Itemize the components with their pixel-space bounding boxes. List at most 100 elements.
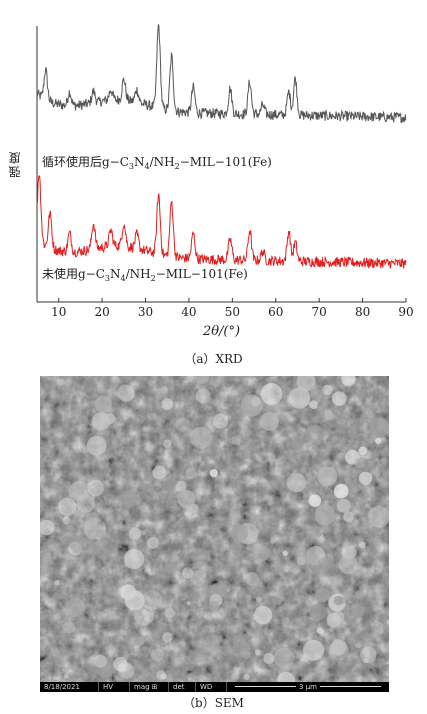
sem-particle: [58, 497, 77, 516]
sem-particle: [314, 504, 336, 526]
sem-particle: [128, 527, 142, 540]
sem-particle: [253, 605, 273, 625]
sem-particle: [343, 511, 354, 523]
sem-particle: [208, 600, 219, 611]
y-axis-label: 强度: [8, 150, 22, 178]
sem-particle: [333, 483, 349, 499]
sem-particle: [358, 541, 366, 549]
sem-particle: [95, 656, 116, 677]
sem-particle: [182, 567, 194, 579]
sem-particle: [350, 605, 364, 618]
x-tick-label: 90: [398, 305, 413, 319]
sem-particle: [146, 537, 159, 549]
sem-info-bar: 8/18/2021 HV mag ⊞ det WD 3 μm: [40, 682, 389, 692]
sem-particle: [195, 388, 211, 404]
x-tick-label: 50: [225, 305, 240, 319]
sem-particle: [177, 489, 196, 509]
x-tick-label: 70: [312, 305, 327, 319]
x-axis-label: 2θ/(°): [202, 324, 240, 339]
sem-particle: [86, 435, 107, 456]
sem-particle: [143, 471, 154, 482]
sem-micrograph: [40, 376, 389, 682]
sem-particle: [260, 412, 279, 431]
sem-particle: [202, 585, 224, 607]
sem-particle: [123, 548, 145, 570]
sem-particle: [324, 411, 334, 421]
sem-particle: [120, 489, 138, 508]
sem-particle: [161, 478, 176, 493]
sem-particle: [286, 473, 306, 493]
sem-particle: [282, 550, 288, 557]
sem-particle: [54, 656, 67, 668]
sem-particle: [256, 596, 262, 603]
sem-particle: [354, 642, 362, 649]
x-tick-label: 60: [268, 305, 283, 319]
sem-particle: [117, 384, 135, 402]
sem-particle: [381, 457, 387, 463]
sem-particle: [330, 576, 339, 586]
sem-particle: [305, 425, 325, 444]
sem-particle: [202, 520, 210, 527]
sem-particle: [260, 383, 283, 405]
sem-particle: [148, 666, 165, 682]
sem-particle: [62, 420, 70, 428]
sem-particle: [277, 671, 295, 682]
sem-particle: [214, 582, 228, 596]
sem-particle: [62, 516, 71, 525]
x-tick-label: 40: [181, 305, 196, 319]
sem-particle: [125, 632, 140, 648]
sem-particle: [329, 626, 335, 632]
x-tick-label: 30: [138, 305, 153, 319]
sem-particle: [232, 674, 239, 681]
x-tick-label: 80: [355, 305, 370, 319]
sem-particle: [69, 535, 87, 553]
sem-particle: [149, 651, 169, 671]
sem-hv-label: HV: [99, 682, 130, 692]
sem-particle: [358, 471, 373, 485]
sem-particle: [341, 376, 356, 387]
sem-particle: [93, 539, 114, 560]
sem-wd-label: WD: [196, 682, 227, 692]
x-tick-label: 10: [51, 305, 66, 319]
sem-particle: [152, 465, 167, 480]
series-label-1: 循环使用后g−C3N4/NH2−MIL−101(Fe): [42, 154, 272, 171]
sem-det-label: det: [169, 682, 196, 692]
sem-particle: [231, 435, 242, 446]
sem-particle: [309, 384, 325, 400]
sem-particle: [384, 642, 389, 650]
sem-particle: [375, 438, 382, 444]
sem-particle: [358, 446, 368, 456]
sem-particle: [289, 435, 304, 449]
sem-particle: [243, 673, 250, 680]
xrd-figure: 10 20 30 40 50 60 70 80 90 2θ/(°) 循环使用后g−C3N4/NH2…: [8, 24, 414, 366]
sem-particle: [203, 634, 224, 655]
sem-particle: [63, 673, 69, 679]
sem-particle: [189, 642, 210, 663]
sem-particle: [309, 400, 318, 409]
sem-particle: [332, 391, 347, 406]
sem-particle: [67, 524, 73, 531]
sem-particle: [283, 626, 289, 632]
sem-particle: [190, 426, 213, 449]
sem-particle: [232, 634, 251, 652]
sem-particle: [151, 648, 164, 662]
sem-particle: [91, 412, 111, 431]
sem-particle: [288, 387, 311, 409]
sem-particle: [254, 649, 261, 656]
sem-particle: [65, 597, 85, 618]
sem-particle: [165, 563, 176, 575]
sem-particle: [194, 376, 209, 384]
sem-particle: [241, 394, 263, 417]
sem-particle: [252, 545, 270, 563]
sem-particle: [270, 539, 276, 544]
sem-particle: [322, 422, 334, 434]
series-label-2: 未使用g−C3N4/NH2−MIL−101(Fe): [42, 266, 248, 283]
sem-particle: [76, 494, 96, 513]
sem-particle: [363, 658, 369, 663]
series-line-1: [36, 24, 407, 124]
sem-particle: [230, 524, 249, 542]
sem-particle: [141, 609, 148, 616]
sem-particle: [141, 529, 147, 536]
sem-particle: [189, 503, 199, 513]
sem-particle: [316, 557, 335, 576]
